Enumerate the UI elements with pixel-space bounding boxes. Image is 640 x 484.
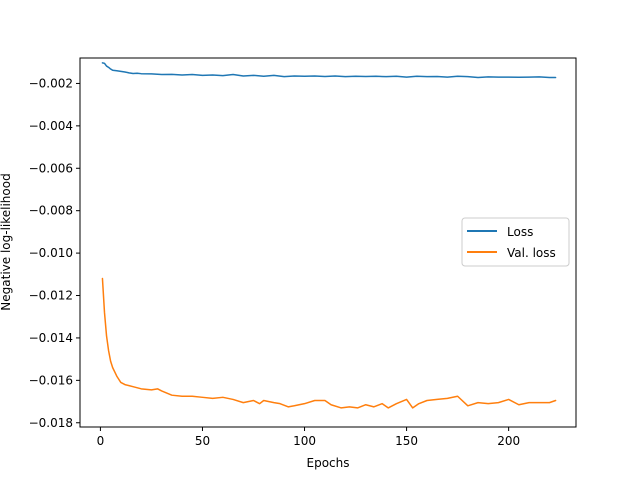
x-tick-label: 200 [497,434,520,448]
x-tick-label: 0 [97,434,105,448]
y-tick-label: −0.002 [29,76,73,90]
y-tick-label: −0.006 [29,161,73,175]
y-axis: −0.018 −0.016 −0.014 −0.012 −0.010 −0.008 −0.0… [29,76,80,430]
x-axis: 0 50 100 150 200 [97,427,520,448]
x-tick-label: 100 [293,434,316,448]
x-axis-label: Epochs [307,456,350,470]
y-tick-label: −0.010 [29,246,73,260]
y-tick-label: −0.008 [29,204,73,218]
legend-label-loss: Loss [507,225,533,239]
y-tick-label: −0.014 [29,331,73,345]
y-axis-label: Negative log-likelihood [0,173,13,310]
y-tick-label: −0.016 [29,373,73,387]
plot-frame [79,57,577,428]
lines-layer [101,62,557,409]
x-tick-label: 50 [195,434,210,448]
legend: Loss Val. loss [461,217,570,267]
x-tick-label: 150 [395,434,418,448]
series-line-val-loss [101,277,557,409]
legend-label-val-loss: Val. loss [507,246,556,260]
y-tick-label: −0.012 [29,289,73,303]
series-line-loss [101,62,557,79]
y-tick-label: −0.018 [29,416,73,430]
y-tick-label: −0.004 [29,119,73,133]
